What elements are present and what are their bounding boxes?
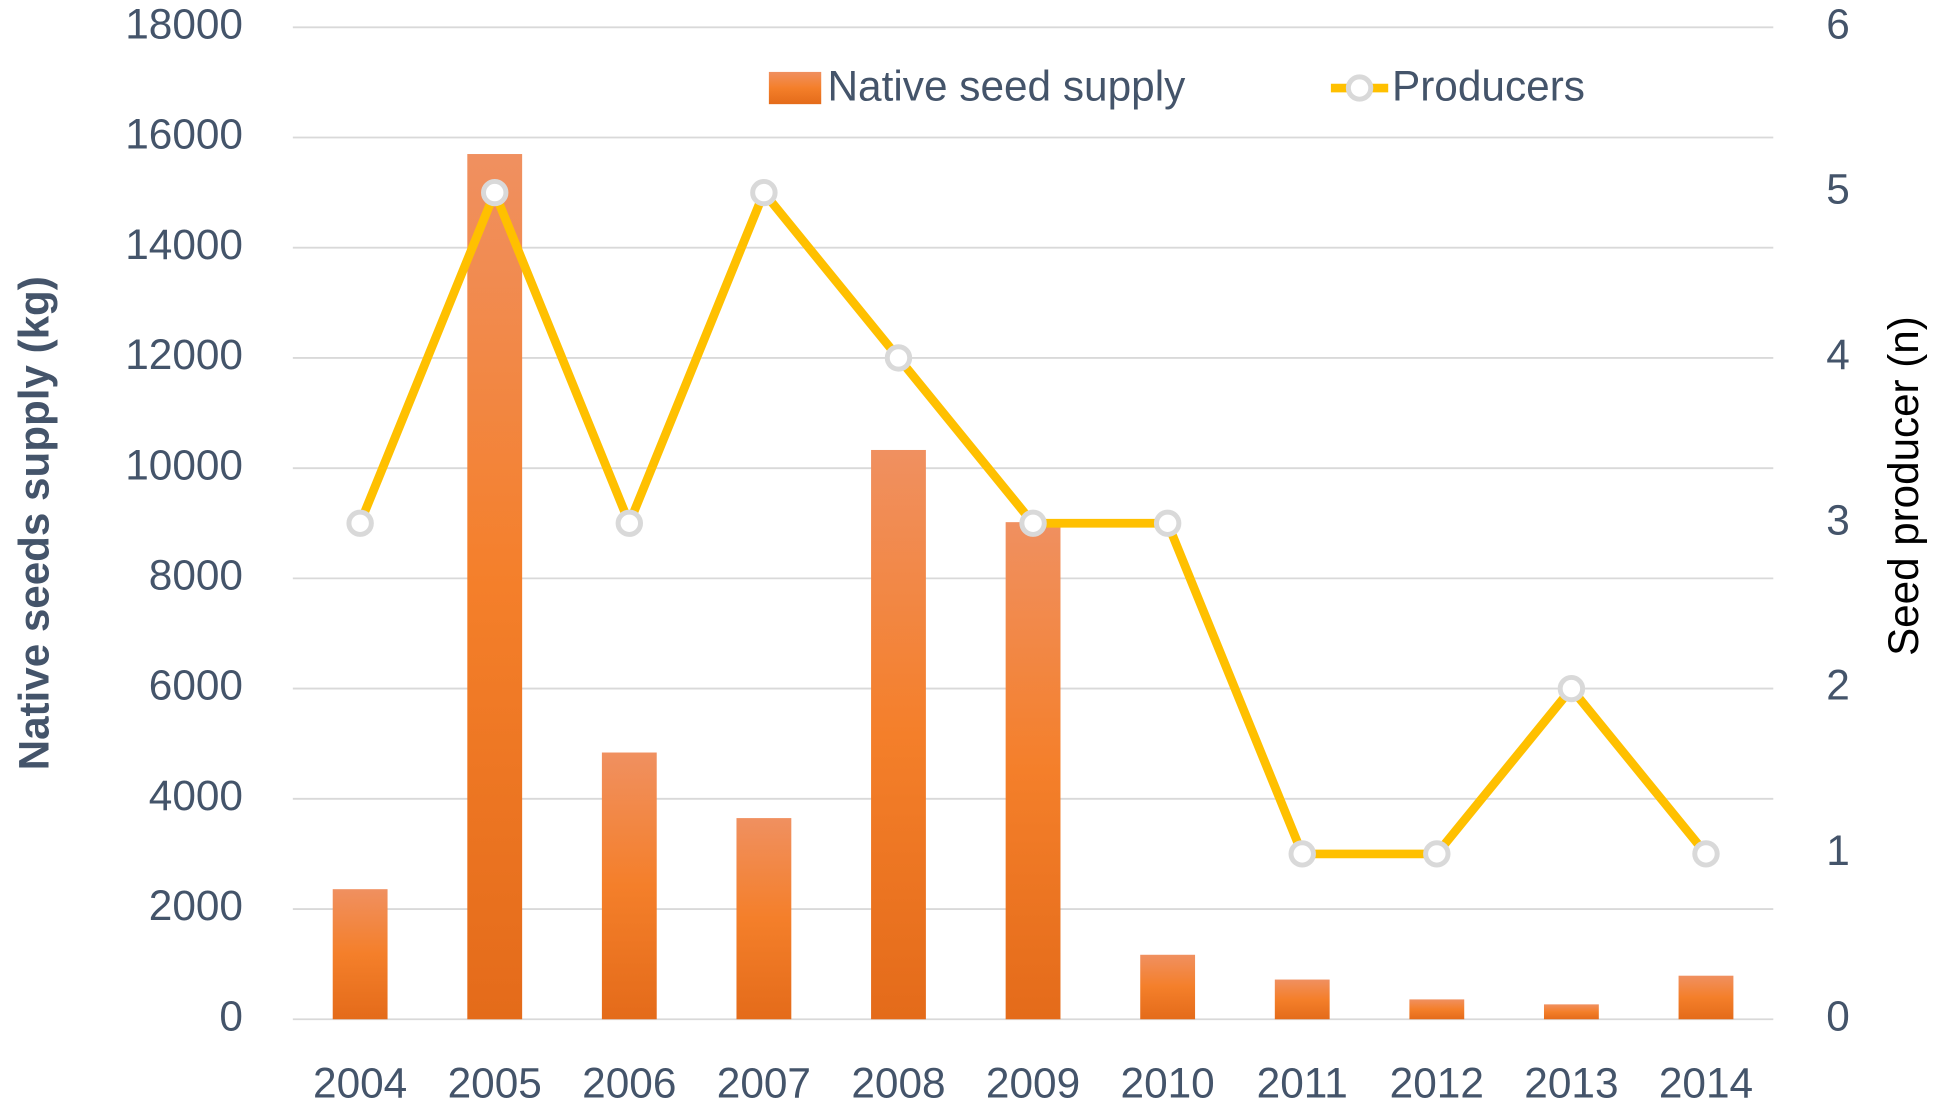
marker bbox=[615, 509, 644, 537]
marker bbox=[1019, 509, 1047, 537]
y-tick-label: 18000 bbox=[125, 1, 243, 48]
marker bbox=[346, 509, 374, 537]
y2-tick-label: 6 bbox=[1826, 1, 1850, 48]
legend-label: Native seed supply bbox=[827, 63, 1186, 110]
marker bbox=[884, 344, 913, 372]
bar bbox=[1274, 979, 1330, 1020]
bar bbox=[1678, 975, 1734, 1020]
legend-swatch bbox=[768, 71, 822, 105]
y-axis-title: Native seeds supply (kg) bbox=[10, 276, 57, 770]
y-tick-label: 6000 bbox=[149, 662, 243, 709]
y-tick-label: 0 bbox=[219, 992, 243, 1039]
x-tick-label: 2009 bbox=[986, 1059, 1080, 1106]
x-tick-label: 2012 bbox=[1390, 1059, 1484, 1106]
x-tick-label: 2004 bbox=[313, 1059, 407, 1106]
y2-tick-label: 1 bbox=[1826, 827, 1850, 874]
bar bbox=[1543, 1004, 1599, 1020]
marker bbox=[1423, 840, 1451, 868]
y-tick-label: 8000 bbox=[149, 552, 243, 599]
y2-tick-label: 3 bbox=[1826, 496, 1850, 543]
marker bbox=[1288, 840, 1316, 868]
bar bbox=[871, 449, 926, 1020]
y2-tick-label: 4 bbox=[1826, 331, 1850, 378]
y-tick-label: 12000 bbox=[125, 331, 243, 378]
y-tick-label: 4000 bbox=[149, 772, 243, 819]
bar bbox=[467, 154, 523, 1020]
legend-swatch bbox=[1345, 74, 1374, 102]
y-tick-label: 16000 bbox=[125, 111, 243, 158]
x-tick-label: 2011 bbox=[1257, 1059, 1348, 1106]
marker bbox=[1153, 509, 1182, 537]
bar bbox=[1409, 999, 1465, 1020]
marker bbox=[1692, 840, 1720, 868]
y-tick-label: 2000 bbox=[149, 882, 243, 929]
legend-label: Producers bbox=[1392, 63, 1585, 110]
y2-tick-label: 0 bbox=[1826, 992, 1850, 1039]
bar bbox=[332, 889, 388, 1020]
y-tick-label: 14000 bbox=[125, 221, 243, 268]
bar bbox=[1140, 954, 1196, 1020]
x-tick-label: 2007 bbox=[717, 1059, 811, 1106]
y2-tick-label: 2 bbox=[1826, 662, 1850, 709]
y2-tick-label: 5 bbox=[1826, 166, 1850, 213]
x-tick-label: 2010 bbox=[1121, 1059, 1215, 1106]
x-tick-label: 2014 bbox=[1659, 1059, 1753, 1106]
marker bbox=[481, 178, 509, 207]
x-tick-label: 2013 bbox=[1524, 1059, 1618, 1106]
x-tick-label: 2005 bbox=[448, 1059, 542, 1106]
x-tick-label: 2006 bbox=[582, 1059, 676, 1106]
bar bbox=[601, 752, 657, 1020]
x-tick-label: 2008 bbox=[851, 1059, 945, 1106]
y2-axis-title: Seed producer (n) bbox=[1880, 316, 1927, 656]
marker bbox=[750, 178, 778, 207]
bar bbox=[1005, 522, 1061, 1020]
y-tick-label: 10000 bbox=[125, 441, 243, 488]
bar bbox=[736, 818, 792, 1020]
marker bbox=[1557, 674, 1586, 703]
